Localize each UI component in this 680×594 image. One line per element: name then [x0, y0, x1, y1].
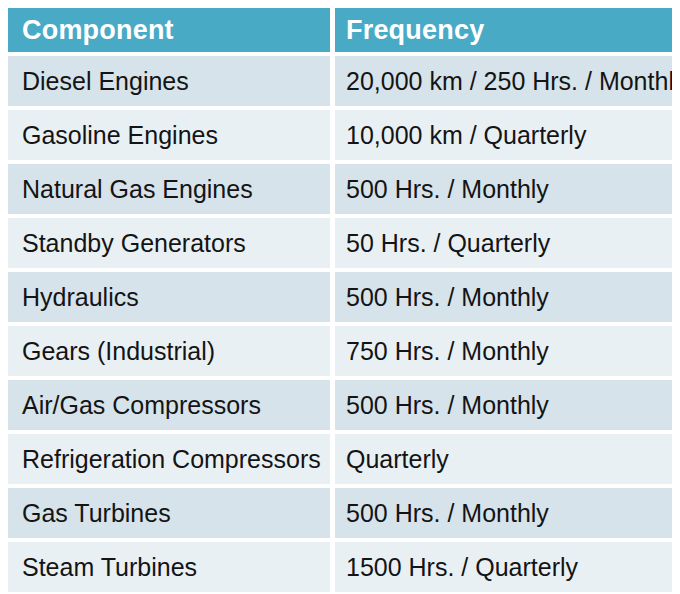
frequency-cell: 10,000 km / Quarterly — [335, 110, 672, 160]
component-cell: Standby Generators — [8, 218, 330, 268]
component-cell: Diesel Engines — [8, 56, 330, 106]
table-row: Air/Gas Compressors 500 Hrs. / Monthly — [8, 380, 672, 430]
component-cell: Gears (Industrial) — [8, 326, 330, 376]
table-row: Natural Gas Engines 500 Hrs. / Monthly — [8, 164, 672, 214]
component-cell: Gas Turbines — [8, 488, 330, 538]
component-cell: Natural Gas Engines — [8, 164, 330, 214]
frequency-cell: Quarterly — [335, 434, 672, 484]
frequency-cell: 500 Hrs. / Monthly — [335, 380, 672, 430]
table-row: Gas Turbines 500 Hrs. / Monthly — [8, 488, 672, 538]
component-cell: Air/Gas Compressors — [8, 380, 330, 430]
maintenance-frequency-table: Component Frequency Diesel Engines 20,00… — [8, 8, 672, 592]
frequency-cell: 750 Hrs. / Monthly — [335, 326, 672, 376]
frequency-cell: 20,000 km / 250 Hrs. / Monthly — [335, 56, 672, 106]
component-cell: Gasoline Engines — [8, 110, 330, 160]
column-header-frequency: Frequency — [335, 8, 672, 52]
table-row: Standby Generators 50 Hrs. / Quarterly — [8, 218, 672, 268]
table-row: Diesel Engines 20,000 km / 250 Hrs. / Mo… — [8, 56, 672, 106]
column-header-component: Component — [8, 8, 330, 52]
frequency-cell: 500 Hrs. / Monthly — [335, 164, 672, 214]
table-row: Refrigeration Compressors Quarterly — [8, 434, 672, 484]
frequency-cell: 50 Hrs. / Quarterly — [335, 218, 672, 268]
component-cell: Hydraulics — [8, 272, 330, 322]
table-row: Hydraulics 500 Hrs. / Monthly — [8, 272, 672, 322]
frequency-cell: 1500 Hrs. / Quarterly — [335, 542, 672, 592]
component-cell: Refrigeration Compressors — [8, 434, 330, 484]
table-row: Gears (Industrial) 750 Hrs. / Monthly — [8, 326, 672, 376]
frequency-cell: 500 Hrs. / Monthly — [335, 488, 672, 538]
table-canvas: Component Frequency Diesel Engines 20,00… — [0, 0, 680, 594]
table-header-row: Component Frequency — [8, 8, 672, 52]
component-cell: Steam Turbines — [8, 542, 330, 592]
table-row: Steam Turbines 1500 Hrs. / Quarterly — [8, 542, 672, 592]
frequency-cell: 500 Hrs. / Monthly — [335, 272, 672, 322]
table-row: Gasoline Engines 10,000 km / Quarterly — [8, 110, 672, 160]
